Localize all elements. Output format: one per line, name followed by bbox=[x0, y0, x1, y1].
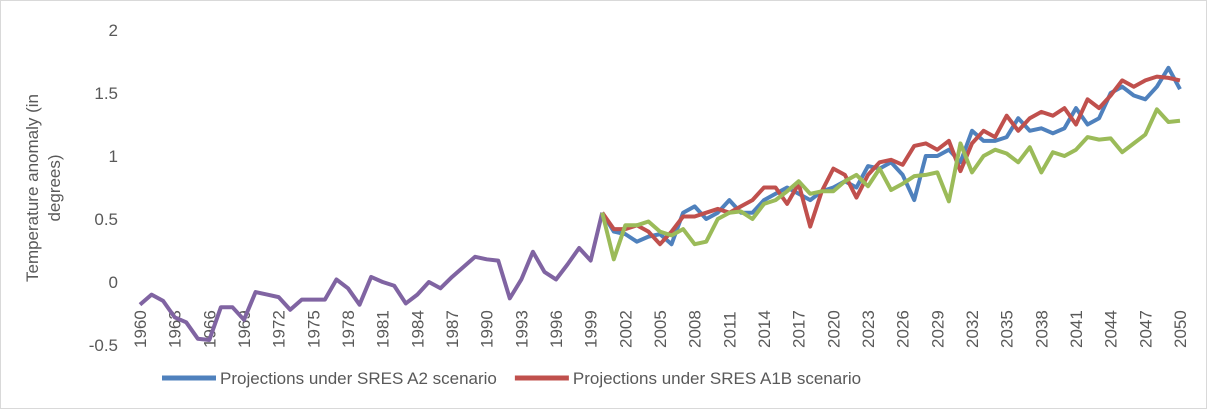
x-tick-label: 2050 bbox=[1171, 310, 1190, 348]
x-tick-label: 1984 bbox=[408, 310, 427, 348]
x-tick-label: 2047 bbox=[1136, 310, 1155, 348]
legend-label: Projections under SRES A2 scenario bbox=[220, 369, 497, 388]
y-axis-title-line: Temperature anomaly (in bbox=[23, 94, 42, 282]
x-tick-label: 1996 bbox=[547, 310, 566, 348]
x-tick-label: 2017 bbox=[790, 310, 809, 348]
x-tick-label: 2014 bbox=[755, 310, 774, 348]
x-tick-label: 1990 bbox=[478, 310, 497, 348]
y-tick-label: 0 bbox=[109, 273, 118, 292]
x-tick-label: 1960 bbox=[131, 310, 150, 348]
legend-label: Projections under SRES A1B scenario bbox=[573, 369, 861, 388]
y-tick-label: 1.5 bbox=[94, 84, 118, 103]
x-tick-label: 1975 bbox=[304, 310, 323, 348]
x-tick-label: 2044 bbox=[1102, 310, 1121, 348]
x-tick-label: 2020 bbox=[824, 310, 843, 348]
x-tick-label: 1987 bbox=[443, 310, 462, 348]
y-tick-label: 0.5 bbox=[94, 210, 118, 229]
x-tick-label: 2005 bbox=[651, 310, 670, 348]
x-tick-label: 2041 bbox=[1067, 310, 1086, 348]
x-tick-label: 2002 bbox=[616, 310, 635, 348]
y-tick-label: 2 bbox=[109, 21, 118, 40]
y-tick-label: 1 bbox=[109, 147, 118, 166]
x-tick-label: 1993 bbox=[512, 310, 531, 348]
x-tick-label: 2011 bbox=[720, 311, 739, 348]
x-tick-label: 2023 bbox=[859, 310, 878, 348]
x-tick-label: 1999 bbox=[582, 310, 601, 348]
series-line bbox=[600, 65, 1182, 247]
series-line bbox=[600, 74, 1181, 247]
x-tick-label: 1978 bbox=[339, 310, 358, 348]
y-axis-title: Temperature anomaly (in degrees) bbox=[23, 94, 64, 282]
x-tick-label: 1981 bbox=[374, 310, 393, 348]
x-tick-label: 1969 bbox=[235, 310, 254, 348]
y-axis-title-line: degrees) bbox=[45, 154, 64, 221]
series-line bbox=[600, 107, 1181, 262]
series-line bbox=[138, 212, 605, 342]
x-tick-label: 1972 bbox=[270, 310, 289, 348]
x-tick-label: 2032 bbox=[963, 310, 982, 348]
x-tick-label: 2026 bbox=[894, 310, 913, 348]
y-tick-label: -0.5 bbox=[89, 336, 118, 355]
x-tick-label: 2035 bbox=[998, 310, 1017, 348]
x-tick-label: 2038 bbox=[1032, 310, 1051, 348]
x-tick-label: 2029 bbox=[928, 310, 947, 348]
x-tick-label: 2008 bbox=[686, 310, 705, 348]
